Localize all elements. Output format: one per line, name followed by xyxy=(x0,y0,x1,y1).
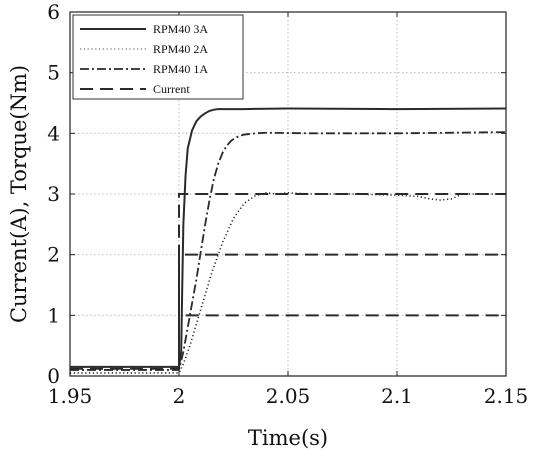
y-axis-ticks: 0 1 2 3 4 5 6 xyxy=(47,0,506,388)
x-tick-label: 2 xyxy=(173,384,186,408)
x-tick-label: 2.15 xyxy=(484,384,529,408)
x-axis-title: Time(s) xyxy=(248,426,328,450)
y-tick-label: 3 xyxy=(47,182,60,206)
legend-label-rpm40-3a: RPM40 3A xyxy=(153,22,208,36)
legend: RPM40 3A RPM40 2A RPM40 1A Current xyxy=(72,14,244,100)
y-tick-label: 0 xyxy=(47,364,60,388)
series-line-current xyxy=(70,193,506,370)
y-tick-label: 6 xyxy=(47,0,60,24)
x-tick-label: 2.1 xyxy=(381,384,413,408)
x-tick-label: 2.05 xyxy=(266,384,311,408)
series-line-rpm40-2a xyxy=(70,191,506,374)
y-tick-label: 5 xyxy=(47,61,60,85)
y-tick-label: 2 xyxy=(47,243,60,267)
x-axis-ticks: 1.95 2 2.05 2.1 2.15 xyxy=(48,12,529,408)
legend-label-current: Current xyxy=(153,82,190,96)
series-layer xyxy=(70,107,507,374)
series-line-current xyxy=(178,314,506,369)
y-tick-label: 1 xyxy=(47,303,60,327)
y-axis-title: Current(A), Torque(Nm) xyxy=(7,65,31,323)
x-tick-label: 1.95 xyxy=(48,384,93,408)
series-line-rpm40-1a xyxy=(70,131,507,371)
legend-label-rpm40-1a: RPM40 1A xyxy=(153,62,208,76)
series-line-rpm40-3a xyxy=(70,107,507,368)
series-line-current xyxy=(178,253,506,369)
y-tick-label: 4 xyxy=(47,121,60,145)
legend-label-rpm40-2a: RPM40 2A xyxy=(153,42,208,56)
